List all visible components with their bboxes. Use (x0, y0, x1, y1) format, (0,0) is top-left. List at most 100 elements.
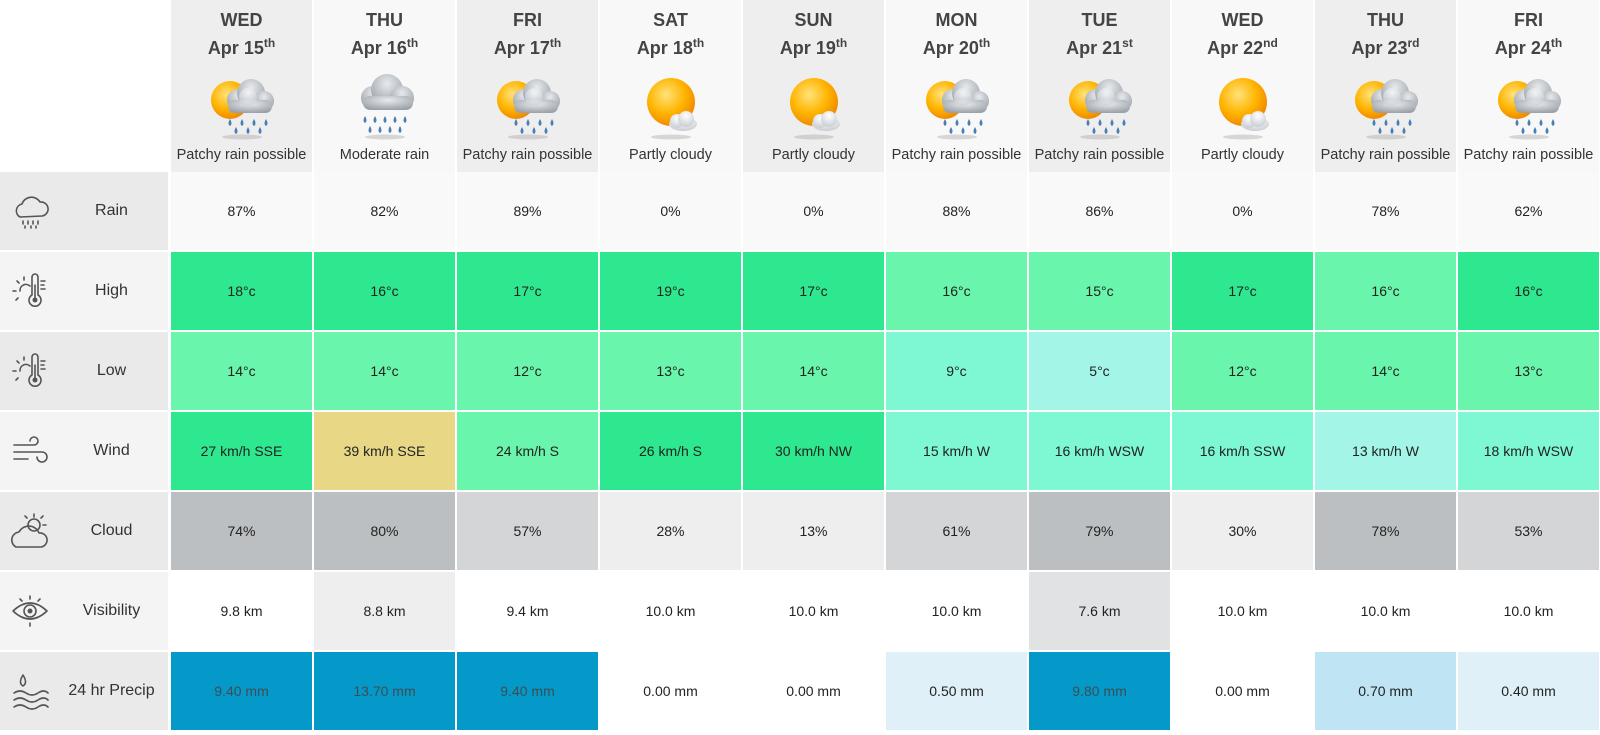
day-of-week: MON (935, 10, 978, 30)
cell-low: 14°c (314, 332, 455, 410)
row-label-high: High (0, 252, 168, 330)
cell-wind: 26 km/h S (600, 412, 741, 490)
cell-rain: 0% (1172, 172, 1313, 250)
day-date: Apr 23rd (1315, 36, 1456, 59)
cell-visibility: 8.8 km (314, 572, 455, 650)
cell-high: 16°c (886, 252, 1027, 330)
date-suffix: nd (1263, 36, 1278, 50)
moderate-rain-icon (360, 74, 414, 140)
date-text: Apr 15 (207, 38, 264, 58)
day-of-week: WED (220, 10, 263, 30)
cell-rain: 82% (314, 172, 455, 250)
cell-precip: 0.00 mm (1172, 652, 1313, 730)
day-header-thu: THU Apr 23rd Patchy rain possible (1315, 0, 1456, 172)
cell-visibility: 9.8 km (171, 572, 312, 650)
patchy-rain-icon (1497, 79, 1561, 140)
day-date: Apr 21st (1029, 36, 1170, 59)
day-date: Apr 19th (743, 36, 884, 59)
cell-cloud: 79% (1029, 492, 1170, 570)
day-of-week: TUE (1081, 10, 1118, 30)
cell-cloud: 28% (600, 492, 741, 570)
cell-high: 19°c (600, 252, 741, 330)
cell-precip: 13.70 mm (314, 652, 455, 730)
cell-low: 14°c (171, 332, 312, 410)
thermometer-sun-icon (12, 273, 46, 307)
condition-text: Moderate rain (339, 147, 430, 163)
condition-text: Patchy rain possible (1320, 147, 1451, 163)
cell-rain: 89% (457, 172, 598, 250)
cell-wind: 16 km/h WSW (1029, 412, 1170, 490)
day-date: Apr 17th (457, 36, 598, 59)
cell-wind: 30 km/h NW (743, 412, 884, 490)
row-label-cloud: Cloud (0, 492, 168, 570)
date-suffix: th (263, 36, 276, 50)
cell-cloud: 80% (314, 492, 455, 570)
row-label-text: High (95, 282, 128, 299)
cell-wind: 27 km/h SSE (171, 412, 312, 490)
partly-cloudy-icon (646, 78, 697, 140)
corner-blank (0, 0, 168, 172)
date-suffix: th (406, 36, 419, 50)
cell-cloud: 13% (743, 492, 884, 570)
cell-visibility: 9.4 km (457, 572, 598, 650)
cell-visibility: 10.0 km (1458, 572, 1599, 650)
cell-rain: 86% (1029, 172, 1170, 250)
patchy-rain-icon (925, 79, 989, 140)
cell-low: 14°c (1315, 332, 1456, 410)
day-of-week: SUN (794, 10, 833, 30)
cell-cloud: 61% (886, 492, 1027, 570)
cell-low: 13°c (1458, 332, 1599, 410)
day-header-fri: FRI Apr 24th Patchy rain possible (1458, 0, 1599, 172)
cell-precip: 0.00 mm (600, 652, 741, 730)
day-date: Apr 24th (1458, 36, 1599, 59)
day-date: Apr 15th (171, 36, 312, 59)
cell-cloud: 30% (1172, 492, 1313, 570)
date-text: Apr 19 (779, 38, 836, 58)
cell-high: 16°c (314, 252, 455, 330)
cell-high: 17°c (457, 252, 598, 330)
row-label-text: Low (96, 362, 127, 379)
cell-rain: 0% (743, 172, 884, 250)
cell-wind: 39 km/h SSE (314, 412, 455, 490)
row-label-wind: Wind (0, 412, 168, 490)
cell-low: 9°c (886, 332, 1027, 410)
date-suffix: th (549, 36, 562, 50)
day-header-sun: SUN Apr 19th Partly cloudy (743, 0, 884, 172)
cell-visibility: 10.0 km (600, 572, 741, 650)
cell-cloud: 53% (1458, 492, 1599, 570)
row-label-visibility: Visibility (0, 572, 168, 650)
cell-precip: 9.80 mm (1029, 652, 1170, 730)
cell-high: 17°c (743, 252, 884, 330)
row-label-precip: 24 hr Precip (0, 652, 168, 730)
date-text: Apr 22 (1207, 38, 1264, 58)
cell-wind: 15 km/h W (886, 412, 1027, 490)
date-suffix: st (1122, 36, 1133, 50)
cell-precip: 0.00 mm (743, 652, 884, 730)
cell-rain: 62% (1458, 172, 1599, 250)
condition-text: Patchy rain possible (176, 147, 307, 163)
cell-high: 16°c (1458, 252, 1599, 330)
day-header-wed: WED Apr 22nd Partly cloudy (1172, 0, 1313, 172)
cell-rain: 87% (171, 172, 312, 250)
condition-text: Patchy rain possible (1463, 147, 1594, 163)
day-header-wed: WED Apr 15th Patchy rain possible (171, 0, 312, 172)
cell-visibility: 10.0 km (886, 572, 1027, 650)
date-text: Apr 24 (1494, 38, 1551, 58)
cell-low: 13°c (600, 332, 741, 410)
date-text: Apr 23 (1351, 38, 1408, 58)
condition-text: Partly cloudy (628, 147, 712, 163)
cell-low: 5°c (1029, 332, 1170, 410)
cell-rain: 88% (886, 172, 1027, 250)
patchy-rain-icon (1068, 79, 1132, 140)
sun-cloud-icon (11, 513, 48, 548)
date-text: Apr 21 (1066, 38, 1123, 58)
cell-precip: 9.40 mm (171, 652, 312, 730)
day-header-tue: TUE Apr 21st Patchy rain possible (1029, 0, 1170, 172)
cell-low: 12°c (1172, 332, 1313, 410)
day-header-sat: SAT Apr 18th Partly cloudy (600, 0, 741, 172)
day-of-week: THU (366, 10, 403, 30)
cell-visibility: 10.0 km (743, 572, 884, 650)
date-text: Apr 18 (636, 38, 693, 58)
partly-cloudy-icon (789, 78, 840, 140)
row-label-low: Low (0, 332, 168, 410)
